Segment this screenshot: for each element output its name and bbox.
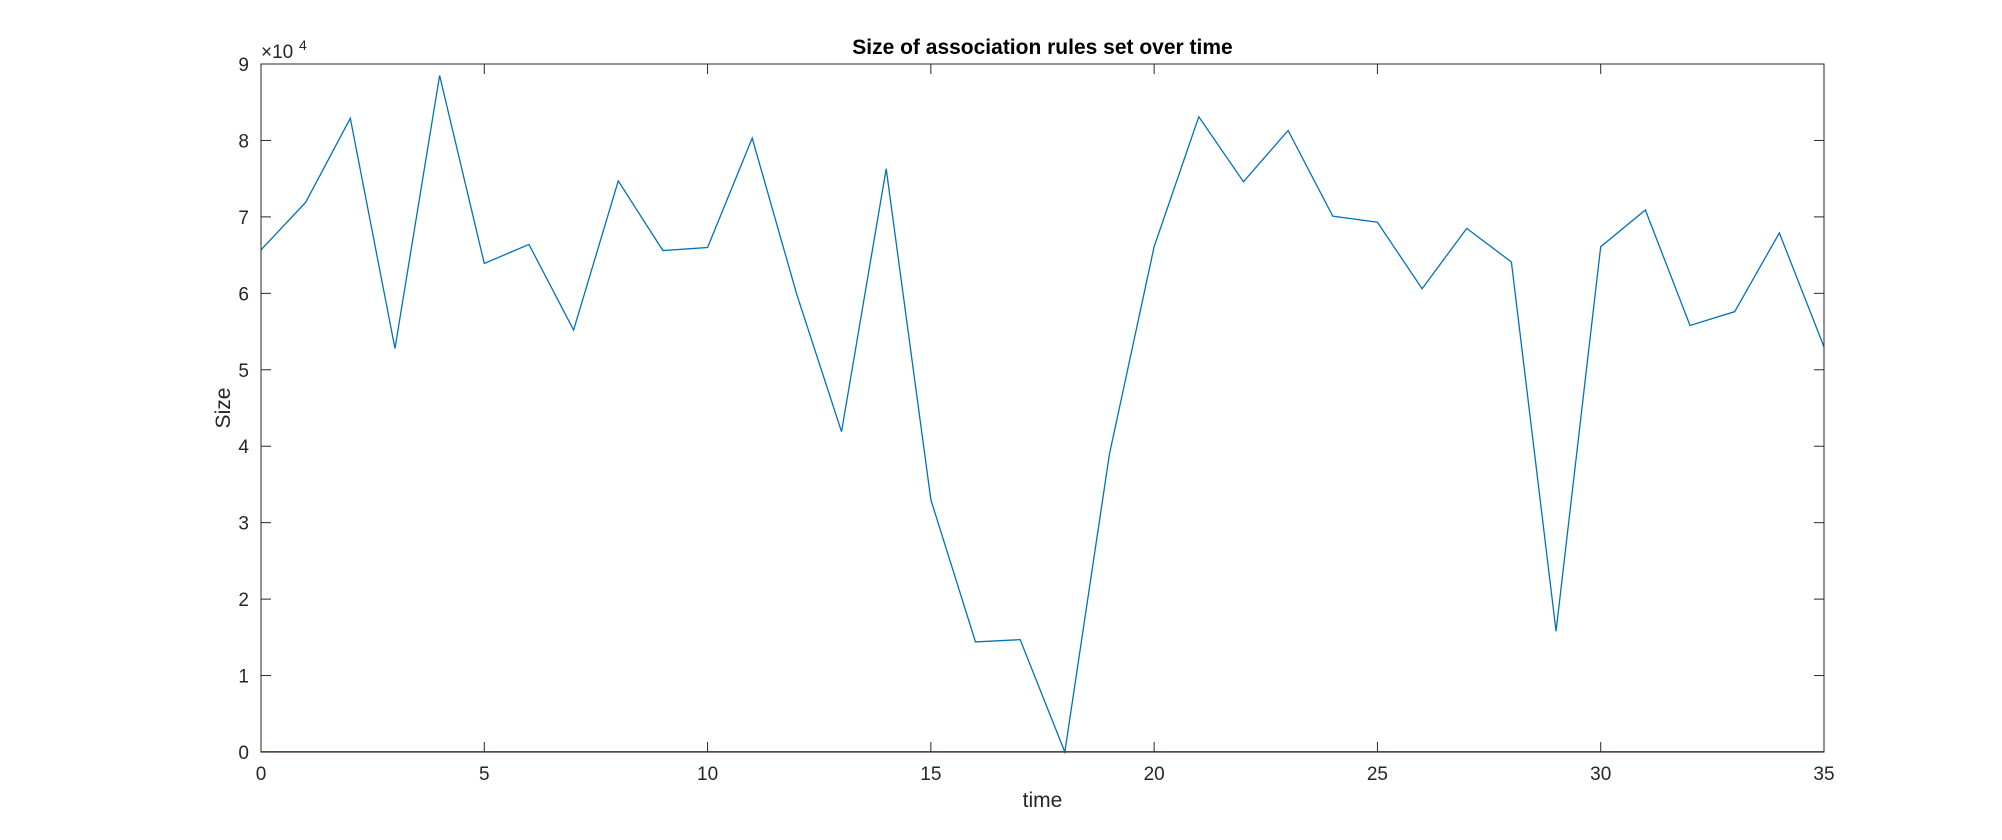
series-line-1	[260, 75, 1825, 755]
y-tick-label: 2	[238, 590, 249, 611]
x-tick-label: 35	[1813, 764, 1834, 785]
y-tick-label: 1	[238, 667, 249, 688]
x-tick-label: 5	[479, 764, 490, 785]
y-exponent-base: ×10	[261, 42, 293, 63]
x-tick-label: 15	[920, 764, 941, 785]
x-tick-label: 10	[697, 764, 718, 785]
x-tick-label: 20	[1144, 764, 1165, 785]
y-tick-label: 5	[238, 361, 249, 382]
x-axis-label: time	[1023, 789, 1063, 812]
y-exponent-power: 4	[299, 37, 307, 53]
x-tick-label: 25	[1367, 764, 1388, 785]
y-tick-label: 9	[238, 55, 249, 76]
chart-title: Size of association rules set over time	[852, 36, 1232, 59]
x-tick-labels: 0 5 10 15 20 25 30 35	[256, 764, 1835, 785]
y-tick-label: 8	[238, 131, 249, 152]
axes-box	[260, 63, 1825, 753]
y-tick-label: 3	[238, 514, 249, 535]
x-tick-label: 0	[256, 764, 267, 785]
y-tick-label: 7	[238, 208, 249, 229]
y-tick-labels: 0 1 2 3 4 5 6 7 8 9	[238, 55, 249, 764]
y-tick-label: 4	[238, 437, 249, 458]
y-tick-label: 6	[238, 284, 249, 305]
y-axis-label: Size	[212, 388, 235, 429]
y-tick-label: 0	[238, 743, 249, 764]
plot-area	[261, 64, 1824, 752]
x-tick-label: 30	[1590, 764, 1611, 785]
